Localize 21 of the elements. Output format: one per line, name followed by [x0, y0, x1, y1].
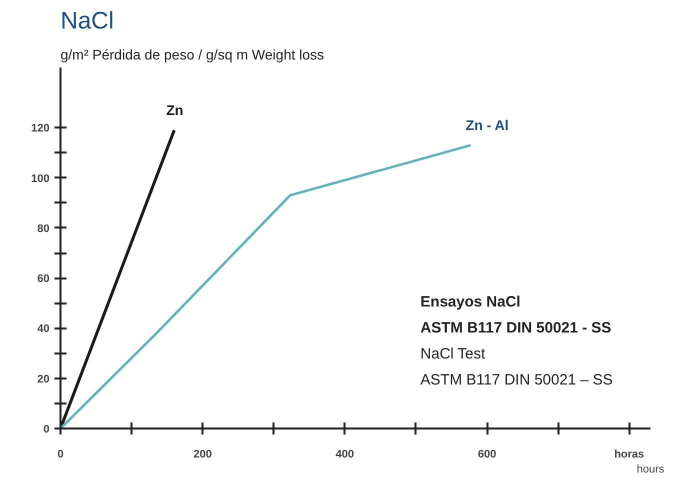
- series-label: Zn - Al: [466, 117, 509, 134]
- annotation: NaCl Test: [420, 346, 486, 363]
- annotation: ASTM B117 DIN 50021 – SS: [420, 372, 613, 389]
- x-tick-label: 400: [336, 448, 354, 460]
- x-tick-label: 0: [57, 448, 64, 460]
- x-tick-label: 200: [193, 448, 212, 460]
- y-axis-title: g/m² Pérdida de peso / g/sq m Weight loss: [60, 46, 324, 62]
- x-tick-label: 600: [478, 448, 496, 460]
- x-axis-title: hours: [636, 464, 665, 476]
- series-label: Zn: [166, 102, 184, 118]
- y-tick-label: 80: [37, 222, 50, 235]
- annotation: ASTM B117 DIN 50021 - SS: [420, 320, 612, 337]
- y-tick-label: 20: [37, 373, 50, 386]
- y-tick-label: 60: [37, 273, 50, 286]
- annotation: Ensayos NaCl: [420, 294, 520, 311]
- y-tick-label: 120: [31, 122, 50, 135]
- y-tick-label: 100: [31, 172, 50, 185]
- y-tick-label: 40: [37, 323, 50, 336]
- chart-title: NaCl: [60, 8, 114, 34]
- y-tick-label: 0: [43, 424, 50, 436]
- x-tick-label: horas: [614, 448, 644, 460]
